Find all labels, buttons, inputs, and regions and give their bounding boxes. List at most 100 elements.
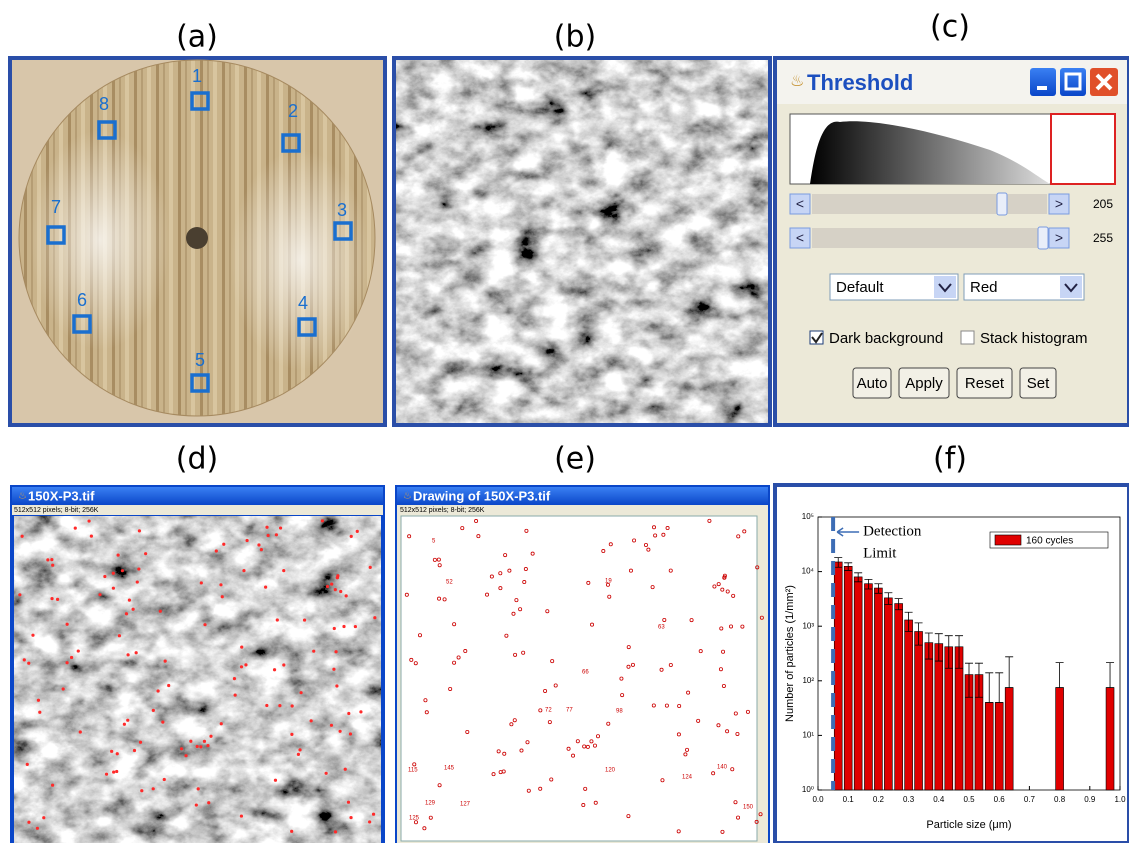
particle [359,710,362,713]
panel-b [394,58,770,425]
slider-upper[interactable]: < > [790,227,1069,249]
x-tick-label: 0.6 [994,795,1006,804]
checkbox-stack[interactable] [961,331,974,344]
particle [38,711,41,714]
particle [161,721,164,724]
particle [326,585,329,588]
particle [303,618,306,621]
bar [854,577,862,790]
particle [342,625,345,628]
particle [203,623,206,626]
particle [321,519,324,522]
minimize-button[interactable] [1030,68,1056,96]
particle [140,789,143,792]
bar [1005,688,1013,790]
particle [310,719,313,722]
particle [110,750,113,753]
particle [330,724,333,727]
particle [42,816,45,819]
particle [290,733,293,736]
bar [834,562,842,790]
particle [332,668,335,671]
y-tick-label: 10⁰ [802,785,814,794]
y-tick-label: 10² [802,676,814,685]
particle-label: 52 [446,580,453,586]
particle [233,677,236,680]
bar [895,604,903,790]
particle [240,814,243,817]
particle [121,569,124,572]
particle [128,599,131,602]
particle [279,526,282,529]
particle [126,653,129,656]
particle [135,651,138,654]
panel-f: 0.00.10.20.30.40.50.60.70.80.91.010⁰10¹1… [775,485,1129,843]
particle [339,730,342,733]
particle [298,748,301,751]
particle [116,752,119,755]
particle [265,526,268,529]
svg-text:<: < [796,196,804,212]
marker-label: 6 [77,290,87,310]
particle [219,583,222,586]
particle [312,650,315,653]
particle [234,693,237,696]
y-tick-label: 10¹ [802,731,814,740]
button-label: Auto [857,375,888,392]
particle [242,569,245,572]
particle-label: 72 [545,708,552,714]
particle [112,572,115,575]
particle [207,801,210,804]
particle [90,535,93,538]
particle-label: 129 [425,801,436,807]
bar [864,584,872,790]
x-tick-label: 0.5 [963,795,975,804]
particle [200,581,203,584]
particle [245,539,248,542]
checkbox-label: Stack histogram [980,330,1088,347]
particle [31,634,34,637]
particle [56,598,59,601]
x-tick-label: 0.1 [843,795,855,804]
x-tick-label: 1.0 [1114,795,1126,804]
lower-value: 205 [1093,197,1113,211]
particle-label: 127 [460,802,471,808]
marker-label: 8 [99,94,109,114]
particle-label: 124 [682,775,693,781]
maximize-button[interactable] [1060,68,1086,96]
particle [152,787,155,790]
marker-label: 5 [195,350,205,370]
particle [163,778,166,781]
marker-label: 7 [51,197,61,217]
mode-value: Red [970,279,998,296]
particle [282,569,285,572]
slider-lower[interactable]: < > [790,193,1069,215]
particle [265,704,268,707]
particle [139,741,142,744]
particle [299,691,302,694]
particle [356,530,359,533]
particle [46,558,49,561]
particle [164,660,167,663]
svg-text:>: > [1055,230,1063,246]
particle-label: 125 [409,816,420,822]
bar [995,703,1003,790]
particle [126,719,129,722]
particle [220,722,223,725]
marker-label: 1 [192,66,202,86]
panel-label: (a) [176,20,218,55]
panel-label: (b) [554,20,596,55]
particle [197,787,200,790]
particle [290,830,293,833]
particle-label: 150 [743,805,754,811]
particle-label: 115 [408,768,418,774]
particle [349,816,352,819]
x-tick-label: 0.9 [1084,795,1096,804]
particle [138,529,141,532]
particle [344,768,347,771]
particle [37,699,40,702]
particle [349,732,352,735]
particle [62,687,65,690]
y-tick-label: 10³ [802,621,814,630]
particle [339,590,342,593]
